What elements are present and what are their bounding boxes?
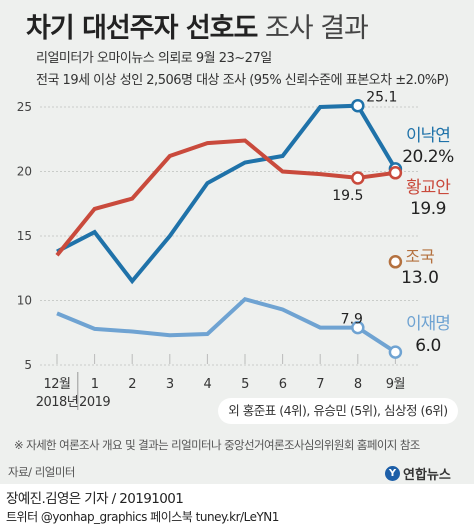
y-tick-label: 20 (17, 165, 32, 179)
series-end-value-1: 19.9 (410, 199, 446, 219)
series-name-label-2: 이재명 (406, 314, 450, 334)
series-end-value-2: 6.0 (415, 336, 441, 356)
y-tick-label: 15 (17, 229, 32, 243)
x-tick-label: 5 (241, 377, 249, 392)
yonhap-logo: Y 연합뉴스 (385, 464, 451, 483)
line-chart: 5 10 15 20 25 12월 2018년 1 2019 2 3 4 5 6 7 8 9월 25.1 이낙연20… (17, 90, 455, 410)
peak-label-2: 7.9 (341, 312, 363, 328)
footer: 장예진.김영은 기자 / 20191001 트위터 @yonhap_graphi… (0, 484, 474, 529)
x-tick-label: 6 (279, 377, 287, 392)
x-tick-label: 2018년 (36, 395, 79, 410)
single-point-value-0: 13.0 (401, 268, 439, 288)
series-name-label-1: 황교안 (406, 178, 451, 198)
x-tick-label: 2 (128, 377, 136, 392)
other-candidates-note: 외 홍준표 (4위), 유승민 (5위), 심상정 (6위) (218, 398, 458, 424)
title-main: 차기 대선주자 선호도 (26, 13, 258, 44)
peak-label-0: 25.1 (366, 90, 397, 106)
x-tick-label: 9월 (386, 377, 405, 392)
x-tick-label: 8 (354, 377, 362, 392)
peak-marker-0 (351, 98, 365, 113)
series-line-0 (56, 103, 398, 285)
end-marker-2 (388, 345, 403, 359)
series-name-label-0: 이낙연 (406, 126, 450, 146)
y-tick-label: 5 (24, 358, 32, 372)
x-tick-label: 2019 (79, 395, 110, 410)
source-label: 자료/ 리얼미터 (8, 465, 76, 479)
single-point-marker-0 (388, 255, 403, 269)
social-links: 트위터 @yonhap_graphics 페이스북 tuney.kr/LeYN1 (6, 510, 279, 524)
footnote: ※ 자세한 여론조사 개요 및 결과는 리얼미터나 중앙선거여론조사심의위원회 … (14, 438, 420, 452)
subtitle-sample: 전국 19세 이상 성인 2,506명 대상 조사 (95% 신뢰수준에 표본오… (36, 73, 449, 88)
x-tick-label: 3 (166, 377, 174, 392)
peak-marker-2 (351, 320, 365, 335)
y-tick-label: 25 (17, 100, 32, 114)
reporter-credit: 장예진.김영은 기자 / 20191001 (6, 491, 184, 507)
title-suffix: 조사 결과 (264, 13, 369, 44)
series-line-1 (55, 138, 396, 257)
yonhap-logo-text: 연합뉴스 (403, 468, 451, 483)
subtitle-survey: 리얼미터가 오마이뉴스 의뢰로 9월 23~27일 (36, 51, 272, 66)
x-tick-label: 4 (204, 377, 212, 392)
series-line-2 (56, 296, 397, 354)
x-tick-label: 7 (316, 377, 324, 392)
page-title: 차기 대선주자 선호도 조사 결과 (26, 6, 369, 45)
yonhap-logo-icon: Y (385, 466, 400, 481)
y-tick-label: 10 (17, 294, 32, 308)
x-tick-label: 12월 (43, 377, 70, 392)
end-marker-1 (388, 166, 403, 180)
series-end-value-0: 20.2% (402, 147, 454, 167)
single-point-name-0: 조국 (405, 247, 434, 266)
peak-marker-1 (351, 171, 365, 185)
peak-label-1: 19.5 (332, 188, 363, 204)
x-tick-label: 1 (91, 377, 99, 392)
